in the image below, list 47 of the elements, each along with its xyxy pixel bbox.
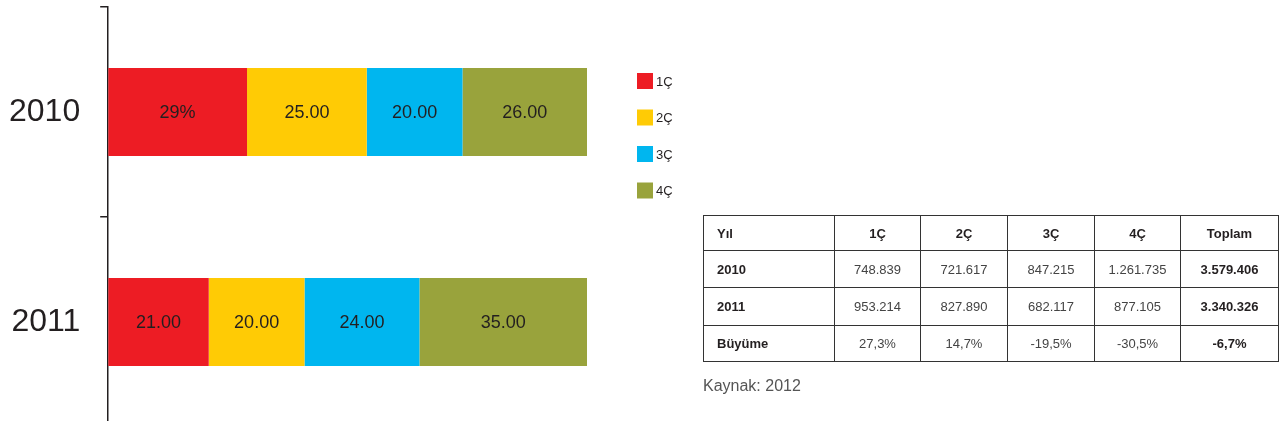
bar bbox=[304, 277, 420, 367]
y-tick-label: 2011 bbox=[11, 301, 81, 338]
data-label: -30,5% bbox=[1094, 325, 1181, 362]
x-tick-label: 3Ç bbox=[1007, 215, 1095, 251]
y-axis-title: Yıl bbox=[703, 215, 835, 251]
x-tick-label: Toplam bbox=[1180, 215, 1279, 251]
legend-label: 3Ç bbox=[656, 146, 673, 162]
y-tick-label: 2010 bbox=[9, 91, 81, 128]
x-tick-label: 4Ç bbox=[1094, 215, 1181, 251]
data-label: 3.340.326 bbox=[1180, 287, 1279, 326]
data-label: 721.617 bbox=[920, 250, 1008, 288]
data-label: 29% bbox=[159, 101, 196, 122]
data-label: 24.00 bbox=[339, 311, 385, 332]
data-label: 953.214 bbox=[834, 287, 921, 326]
y-tick-label: 2011 bbox=[703, 287, 835, 326]
bar bbox=[108, 277, 209, 367]
y-tick-label: 2010 bbox=[703, 250, 835, 288]
bar bbox=[419, 277, 587, 367]
x-tick-label: 2Ç bbox=[920, 215, 1008, 251]
data-label: 26.00 bbox=[502, 101, 548, 122]
data-label: -19,5% bbox=[1007, 325, 1095, 362]
data-label: 827.890 bbox=[920, 287, 1008, 326]
data-label: 21.00 bbox=[135, 311, 181, 332]
data-label: 682.117 bbox=[1007, 287, 1095, 326]
data-label: -6,7% bbox=[1180, 325, 1279, 362]
data-label: 20.00 bbox=[234, 311, 280, 332]
bar bbox=[108, 67, 248, 157]
x-tick-label: 1Ç bbox=[834, 215, 921, 251]
bar bbox=[366, 67, 463, 157]
bar bbox=[462, 67, 587, 157]
bar bbox=[247, 67, 367, 157]
bar bbox=[208, 277, 305, 367]
legend-label: 2Ç bbox=[656, 110, 673, 126]
data-label: 25.00 bbox=[284, 101, 330, 122]
data-label: 748.839 bbox=[834, 250, 921, 288]
data-label: 27,3% bbox=[834, 325, 921, 362]
y-tick-label: Büyüme bbox=[703, 325, 835, 362]
data-label: 35.00 bbox=[480, 311, 526, 332]
data-label: 877.105 bbox=[1094, 287, 1181, 326]
legend-label: 1Ç bbox=[656, 73, 673, 89]
data-label: 3.579.406 bbox=[1180, 250, 1279, 288]
data-label: 14,7% bbox=[920, 325, 1008, 362]
data-label: 20.00 bbox=[392, 101, 438, 122]
legend-label: 4Ç bbox=[656, 183, 673, 199]
text: Kaynak: 2012 bbox=[703, 377, 802, 395]
data-label: 1.261.735 bbox=[1094, 250, 1181, 288]
data-label: 847.215 bbox=[1007, 250, 1095, 288]
